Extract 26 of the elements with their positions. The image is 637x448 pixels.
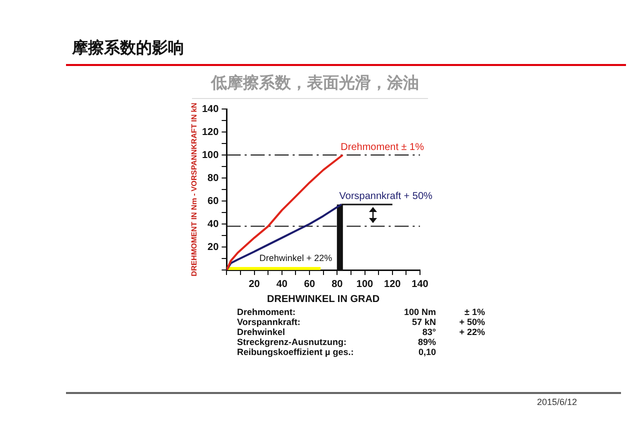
- chart-title: 摩擦系数的影响: [72, 38, 184, 59]
- text: Vorspannkraft: 57 kN + 50%: [237, 317, 485, 327]
- x-tick-label: 140: [412, 278, 429, 290]
- y-tick-label: 100: [202, 150, 220, 161]
- y-tick-label: 80: [208, 172, 220, 184]
- annotation: Drehwinkel + 22%: [259, 252, 332, 263]
- x-tick-label: 40: [276, 278, 288, 290]
- x-axis-title: DREHWINKEL IN GRAD: [267, 294, 380, 305]
- x-tick-label: 80: [332, 278, 344, 290]
- x-tick-label: 60: [304, 278, 316, 290]
- chart-subtitle: 低摩擦系数，表面光滑，涂油: [210, 73, 420, 94]
- text: 2015/6/12: [536, 397, 577, 407]
- text: Streckgrenz-Ausnutzung: 89%: [237, 337, 436, 347]
- y-tick-label: 140: [202, 104, 220, 115]
- text: Drehmoment: 100 Nm ± 1%: [237, 307, 485, 317]
- y-tick-label: 40: [208, 218, 220, 230]
- x-tick-label: 100: [356, 278, 374, 290]
- y-tick-label: 20: [208, 242, 220, 253]
- series-label: Vorspannkraft + 50%: [339, 191, 433, 202]
- text: Drehwinkel 83° + 22%: [237, 327, 485, 337]
- series-label: Drehmoment ± 1%: [340, 142, 424, 153]
- text: Reibungskoeffizient µ ges.: 0,10: [237, 347, 436, 357]
- x-tick-label: 120: [384, 278, 402, 290]
- y-tick-label: 120: [202, 126, 220, 138]
- y-tick-label: 60: [208, 196, 220, 207]
- x-tick-label: 20: [248, 278, 260, 290]
